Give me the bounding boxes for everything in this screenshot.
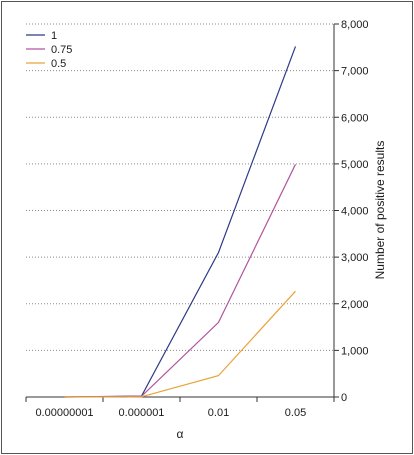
- y-tick-label: 0: [341, 392, 347, 404]
- legend-label-0: 1: [51, 30, 57, 42]
- y-tick-label: 7,000: [341, 66, 369, 78]
- y-tick-label: 3,000: [341, 252, 369, 264]
- x-axis-ticks: 0.00000001 0.000001 0.01 0.05: [25, 397, 335, 419]
- legend-label-1: 0.75: [51, 44, 72, 56]
- y-tick-label: 5,000: [341, 159, 369, 171]
- y-tick-label: 2,000: [341, 299, 369, 311]
- x-axis-title: α: [177, 427, 184, 441]
- y-axis-title: Number of positive results: [373, 141, 387, 280]
- y-tick-label: 8,000: [341, 19, 369, 31]
- x-tick-label: 0.01: [208, 407, 229, 419]
- x-tick-label: 0.000001: [119, 407, 165, 419]
- series-line-2: [64, 290, 296, 398]
- series-lines: [64, 46, 297, 398]
- x-tick-label: 0.00000001: [35, 407, 93, 419]
- y-tick-label: 1,000: [341, 345, 369, 357]
- y-tick-label: 6,000: [341, 112, 369, 124]
- gridlines: [26, 23, 334, 351]
- legend: 1 0.75 0.5: [26, 30, 72, 70]
- y-axis-ticks: 0 1,000 2,000 3,000 4,000 5,000 6,000 7,000 8,00…: [334, 19, 369, 404]
- legend-label-2: 0.5: [51, 58, 66, 70]
- y-tick-label: 4,000: [341, 206, 369, 218]
- x-tick-label: 0.05: [285, 407, 306, 419]
